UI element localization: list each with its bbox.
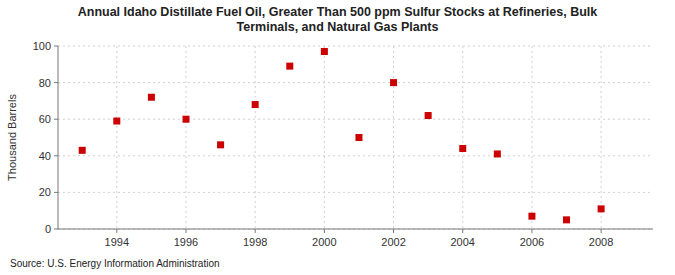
x-axis-line [58, 229, 653, 230]
y-grid-line [58, 192, 653, 193]
y-tick [54, 192, 58, 193]
y-tick-label: 80 [39, 77, 51, 89]
x-grid-line [324, 46, 325, 229]
x-tick [462, 229, 463, 233]
y-tick [54, 229, 58, 230]
x-grid-line [601, 46, 602, 229]
point [425, 112, 432, 119]
x-tick-label: 1998 [243, 236, 267, 248]
source-note: Source: U.S. Energy Information Administ… [10, 258, 220, 269]
point [148, 94, 155, 101]
y-tick-label: 100 [33, 40, 51, 52]
y-axis-line [58, 46, 59, 229]
title-line: Terminals, and Natural Gas Plants [237, 20, 439, 34]
y-grid-line [58, 46, 653, 47]
point [598, 205, 605, 212]
x-tick [324, 229, 325, 233]
x-tick [255, 229, 256, 233]
point [217, 141, 224, 148]
point [252, 101, 259, 108]
y-grid-line [58, 119, 653, 120]
point [79, 147, 86, 154]
x-tick-label: 2004 [450, 236, 474, 248]
x-tick [116, 229, 117, 233]
x-tick-label: 1996 [174, 236, 198, 248]
x-grid-line [531, 46, 532, 229]
y-tick [54, 46, 58, 47]
x-tick-label: 2008 [589, 236, 613, 248]
point [459, 145, 466, 152]
point [113, 118, 120, 125]
x-grid-line [462, 46, 463, 229]
x-grid-line [116, 46, 117, 229]
point [321, 48, 328, 55]
y-grid-line [58, 155, 653, 156]
points [79, 48, 605, 223]
y-tick [54, 82, 58, 83]
point [182, 116, 189, 123]
chart-container: 0 20 40 60 80 100 1994 1996 1998 2000 2002 2004 2006… [0, 0, 675, 275]
x-tick-label: 1994 [105, 236, 129, 248]
axes: 0 20 40 60 80 100 1994 1996 1998 2000 2002 2004 2006… [33, 40, 653, 248]
point [528, 213, 535, 220]
y-tick [54, 119, 58, 120]
point [494, 150, 501, 157]
x-tick [601, 229, 602, 233]
x-tick [185, 229, 186, 233]
y-tick [54, 155, 58, 156]
chart-svg: 0 20 40 60 80 100 1994 1996 1998 2000 2002 2004 2006… [0, 0, 675, 275]
point [563, 216, 570, 223]
x-grid-line [393, 46, 394, 229]
y-grid-line [58, 82, 653, 83]
x-grid-line [255, 46, 256, 229]
y-tick-label: 0 [45, 223, 51, 235]
title-line: Annual Idaho Distillate Fuel Oil, Greate… [78, 5, 598, 19]
x-tick [531, 229, 532, 233]
y-tick-label: 40 [39, 150, 51, 162]
y-tick-label: 20 [39, 186, 51, 198]
y-grid-line [58, 229, 653, 230]
y-tick-label: 60 [39, 113, 51, 125]
point [355, 134, 362, 141]
x-tick [393, 229, 394, 233]
x-tick-label: 2006 [520, 236, 544, 248]
grid [58, 46, 653, 229]
point [390, 79, 397, 86]
y-axis-label: Thousand Barrels [6, 94, 18, 181]
x-grid-line [185, 46, 186, 229]
title: Annual Idaho Distillate Fuel Oil, Greate… [78, 5, 598, 34]
x-tick-label: 2002 [381, 236, 405, 248]
point [286, 63, 293, 70]
x-tick-label: 2000 [312, 236, 336, 248]
